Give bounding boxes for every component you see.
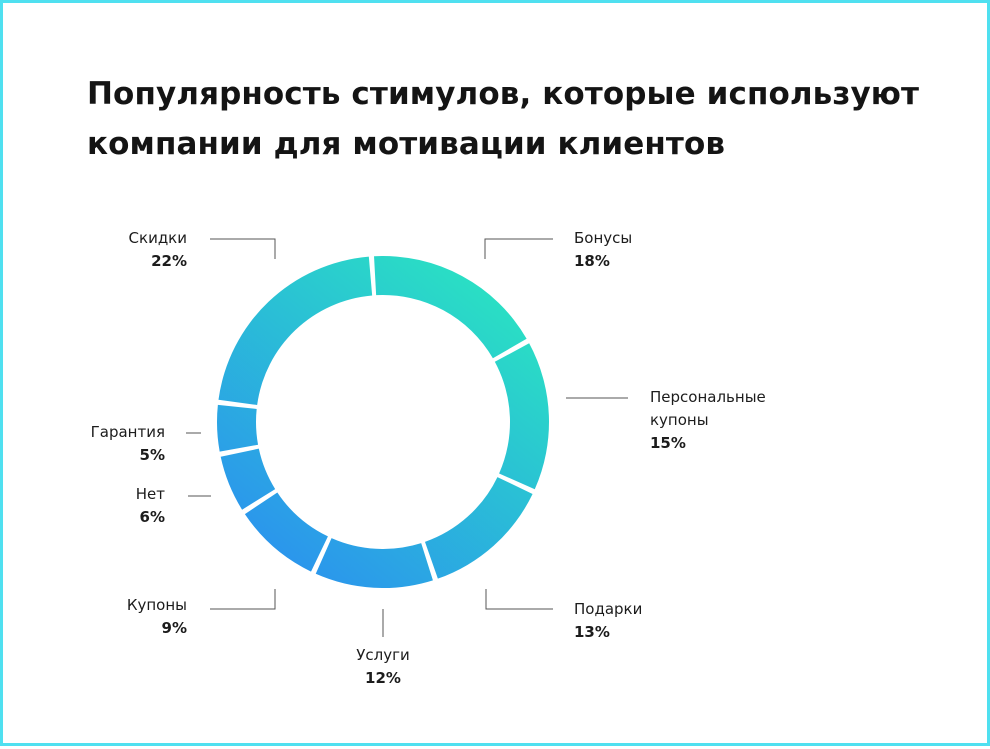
value-label: 15% xyxy=(650,434,686,452)
donut-slice-6: Нет xyxy=(220,448,276,510)
label-discounts: Скидки 22% xyxy=(67,227,187,273)
label-coupons: Купоны 9% xyxy=(67,594,187,640)
donut-slice-1: Бонусы xyxy=(374,256,527,359)
donut-slice-3: Подарки xyxy=(424,477,533,579)
leader-line-gifts xyxy=(485,589,553,610)
category-label: Бонусы xyxy=(574,229,633,247)
category-label: Услуги xyxy=(356,646,410,664)
leader-line-coupons xyxy=(210,589,276,610)
category-label: Купоны xyxy=(126,596,187,614)
label-personal-coupons: Персональные купоны 15% xyxy=(650,386,790,455)
donut-slice-2: Персональные купоны xyxy=(494,343,549,490)
chart-title: Популярность стимулов, которые использую… xyxy=(87,76,920,162)
label-services: Услуги 12% xyxy=(323,644,443,690)
donut-slices: БонусыПерсональные купоныПодаркиУслугиКу… xyxy=(216,256,549,588)
category-label: Персональные купоны xyxy=(650,388,766,429)
category-label: Скидки xyxy=(128,229,187,247)
leader-line-bonuses xyxy=(484,238,553,259)
value-label: 12% xyxy=(365,669,401,687)
donut-slice-7: Гарантия xyxy=(216,404,259,452)
label-none: Нет 6% xyxy=(45,483,165,529)
value-label: 18% xyxy=(574,252,610,270)
category-label: Гарантия xyxy=(90,423,165,441)
leader-line-discounts xyxy=(210,238,276,259)
leader-lines xyxy=(186,238,628,637)
label-bonuses: Бонусы 18% xyxy=(574,227,632,273)
value-label: 22% xyxy=(151,252,187,270)
value-label: 13% xyxy=(574,623,610,641)
value-label: 6% xyxy=(139,508,165,526)
value-label: 5% xyxy=(139,446,165,464)
donut-chart: БонусыПерсональные купоныПодаркиУслугиКу… xyxy=(186,238,628,637)
value-label: 9% xyxy=(161,619,187,637)
donut-slice-5: Купоны xyxy=(244,492,328,572)
label-guarantee: Гарантия 5% xyxy=(45,421,165,467)
category-label: Подарки xyxy=(574,600,643,618)
donut-slice-4: Услуги xyxy=(315,538,433,588)
donut-slice-8: Скидки xyxy=(218,256,373,405)
label-gifts: Подарки 13% xyxy=(574,598,642,644)
category-label: Нет xyxy=(135,485,165,503)
